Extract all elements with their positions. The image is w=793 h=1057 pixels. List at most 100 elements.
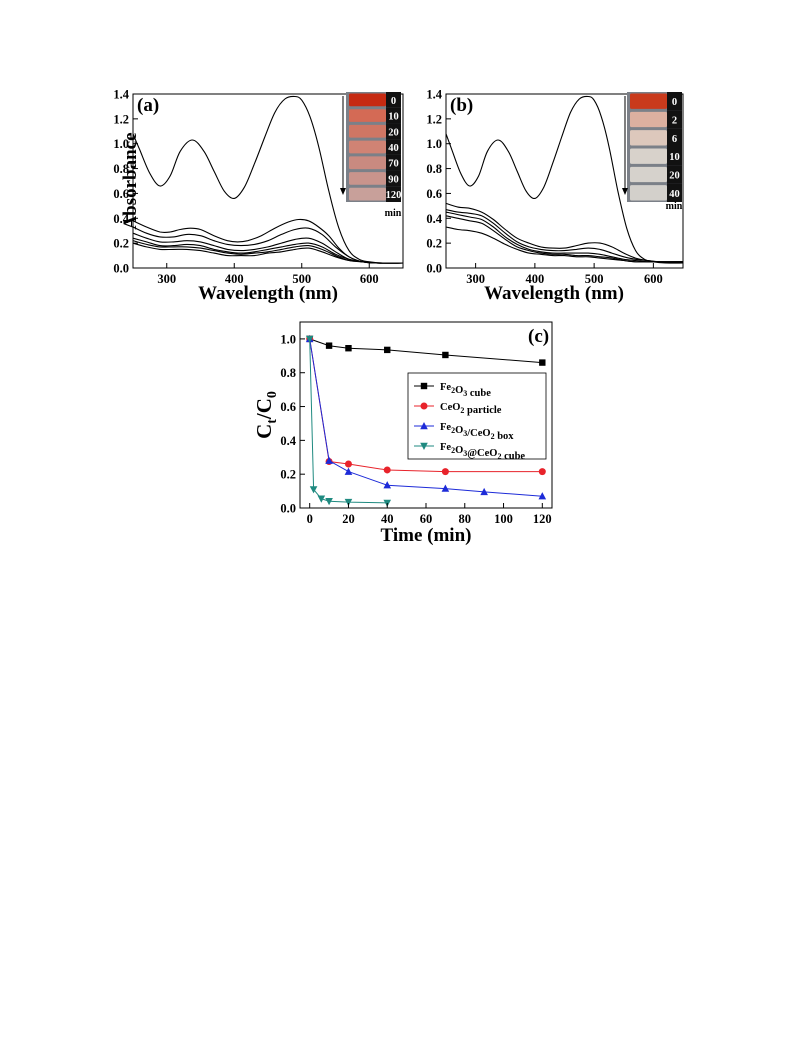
vial-time-label: 40 xyxy=(669,189,680,200)
y-axis-label: Ct/C0 xyxy=(252,391,280,439)
series-layer xyxy=(305,334,547,507)
data-point xyxy=(538,468,546,476)
data-point xyxy=(480,487,488,496)
legend: Fe2O3 cube CeO2 particle Fe2O3/CeO2 boxFe2… xyxy=(407,372,547,462)
y-tick-label: 0.0 xyxy=(280,502,296,516)
vial-label-strip xyxy=(667,165,682,184)
legend-label: Fe2O3 cube xyxy=(440,382,491,399)
y-tick-label: 0.2 xyxy=(426,237,442,251)
spectrum-line-5 xyxy=(445,215,683,263)
vial-time-label: 40 xyxy=(388,143,399,154)
vial-label-strip xyxy=(667,128,682,147)
data-point xyxy=(309,486,318,494)
y-tick-label: 1.0 xyxy=(280,332,296,346)
y-tick-label: 0.6 xyxy=(280,400,296,414)
data-point xyxy=(344,498,353,507)
legend-box xyxy=(407,372,547,460)
legend-marker xyxy=(420,442,428,450)
spectrum-line-7 xyxy=(132,242,404,264)
legend-marker xyxy=(420,422,428,430)
y-tick-label: 1.2 xyxy=(113,112,129,126)
vial-time-label: 70 xyxy=(388,159,399,170)
vial-time-label: 20 xyxy=(388,127,399,138)
series-layer xyxy=(132,95,404,264)
x-tick-label: 60 xyxy=(420,512,433,526)
vial-time-unit: min xyxy=(385,208,402,219)
x-axis-label: Wavelength (nm) xyxy=(484,283,624,304)
y-tick-label: 0.4 xyxy=(280,434,296,448)
legend-label: Fe2O3/CeO2 box xyxy=(440,422,514,442)
vial-swatch xyxy=(630,185,667,201)
y-tick-label: 0.0 xyxy=(426,262,442,276)
y-tick-label: 0.8 xyxy=(280,366,296,380)
x-tick-label: 400 xyxy=(225,272,244,286)
vial-swatch xyxy=(349,156,386,170)
y-tick-label: 1.4 xyxy=(426,88,442,102)
spectrum-line-1 xyxy=(132,95,404,264)
vial-label-strip xyxy=(667,92,682,111)
spectrum-line-5 xyxy=(132,237,404,264)
data-point xyxy=(345,345,352,352)
panel-label: (b) xyxy=(450,95,473,116)
data-point xyxy=(442,351,449,359)
data-point xyxy=(325,498,333,506)
spectrum-line-6 xyxy=(445,226,683,263)
vial-swatch xyxy=(349,172,386,185)
y-tick-label: 1.4 xyxy=(113,88,129,102)
vial-label-strip xyxy=(667,110,682,129)
panel-c-degradation-chart: 0 20 40 60 80 100 120 0.0 0.2 0.4 0.6 0.8 1.0 (c) T… xyxy=(252,321,553,546)
x-tick-label: 40 xyxy=(381,512,394,526)
spectrum-line-4 xyxy=(132,232,404,264)
vial-swatch xyxy=(630,93,667,109)
vial-label-strip xyxy=(386,107,401,124)
vial-swatch xyxy=(630,166,667,183)
x-tick-label: 500 xyxy=(585,272,604,286)
y-tick-label: 0.2 xyxy=(280,468,296,482)
plot-frame xyxy=(445,93,684,269)
vial-label-strip xyxy=(386,139,401,155)
vial-time-label: 90 xyxy=(388,174,399,185)
inset-pointer-arrowhead xyxy=(340,188,346,195)
data-point xyxy=(325,342,333,349)
x-tick-label: 300 xyxy=(157,272,176,286)
y-ticks: 0.0 0.2 0.4 0.6 0.8 1.0 1.2 1.4 xyxy=(113,88,138,276)
vial-label-strip xyxy=(386,186,401,202)
vial-swatch xyxy=(630,111,667,128)
data-point xyxy=(441,468,449,476)
vial-time-label: 20 xyxy=(669,171,680,182)
vial-swatch xyxy=(349,109,386,122)
panel-label: (a) xyxy=(137,95,159,116)
data-point xyxy=(441,484,450,492)
x-tick-label: 600 xyxy=(644,272,663,286)
vial-photo-inset: 0 10 20 40 70 90 120 min xyxy=(346,92,402,219)
vial-swatch xyxy=(630,130,667,146)
figure: 300 400 500 600 0.0 0.2 0.4 0.6 0.8 1.0 1.2 1.4 (a… xyxy=(113,88,684,546)
legend-label: Fe2O3@CeO2 cube xyxy=(440,442,525,462)
data-point xyxy=(539,359,546,366)
vial-label-strip xyxy=(386,170,401,187)
legend-entries: Fe2O3 cube CeO2 particle Fe2O3/CeO2 boxFe2… xyxy=(414,382,525,462)
x-tick-label: 80 xyxy=(459,512,472,526)
series-line-fe2o3-cube xyxy=(309,338,543,364)
vial-label-strip xyxy=(667,147,682,166)
vial-time-label: 6 xyxy=(672,134,677,145)
y-tick-label: 0.6 xyxy=(113,187,129,201)
y-tick-label: 0.2 xyxy=(113,237,129,251)
data-point xyxy=(344,460,352,468)
spectrum-line-6 xyxy=(132,240,404,264)
vial-time-label: 2 xyxy=(672,116,677,127)
spectrum-line-3 xyxy=(132,226,404,264)
spectrum-line-3 xyxy=(445,209,684,263)
data-point xyxy=(538,492,547,500)
vial-label-strip xyxy=(386,92,401,108)
x-axis-label: Wavelength (nm) xyxy=(198,283,338,304)
x-tick-label: 400 xyxy=(526,272,545,286)
y-ticks: 0.0 0.2 0.4 0.6 0.8 1.0 xyxy=(280,332,305,516)
inset-pointer-arrowhead xyxy=(622,188,628,195)
y-tick-label: 0.4 xyxy=(426,212,442,226)
data-point xyxy=(383,481,392,489)
vial-swatch xyxy=(349,187,386,201)
panel-b-absorbance-chart: 300 400 500 600 0.00.20.40.60.81.01.21.4 (b… xyxy=(426,88,684,304)
legend-label: CeO2 particle xyxy=(440,402,502,416)
